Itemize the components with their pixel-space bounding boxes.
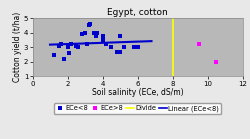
Point — [94, 34, 98, 37]
Point — [57, 45, 61, 47]
Point — [62, 58, 66, 60]
X-axis label: Soil salinity (ECe, dS/m): Soil salinity (ECe, dS/m) — [92, 88, 183, 97]
Title: Egypt, cotton: Egypt, cotton — [107, 8, 168, 17]
Point — [58, 43, 62, 45]
Point — [132, 46, 136, 48]
Y-axis label: Cotton yield (t/ha): Cotton yield (t/ha) — [14, 12, 22, 82]
Point — [100, 39, 104, 41]
Point — [69, 43, 73, 45]
Point — [118, 34, 122, 37]
Legend: ECe<8, ECe>8, Divide, Linear (ECe<8): ECe<8, ECe>8, Divide, Linear (ECe<8) — [54, 103, 221, 114]
Point — [109, 46, 113, 48]
Point — [214, 61, 218, 63]
Point — [197, 43, 201, 45]
Point — [86, 24, 90, 26]
Point — [66, 46, 70, 48]
Point — [118, 50, 122, 53]
Point — [122, 46, 126, 48]
Point — [67, 52, 71, 54]
Point — [114, 50, 118, 53]
Point — [92, 32, 96, 34]
Point — [52, 53, 56, 56]
Point — [80, 33, 84, 35]
Point — [76, 46, 80, 48]
Point — [136, 46, 140, 48]
Point — [74, 45, 78, 47]
Point — [100, 34, 104, 37]
Point — [85, 43, 89, 45]
Point — [88, 23, 92, 25]
Point — [104, 43, 108, 45]
Point — [95, 32, 99, 34]
Point — [83, 32, 87, 34]
